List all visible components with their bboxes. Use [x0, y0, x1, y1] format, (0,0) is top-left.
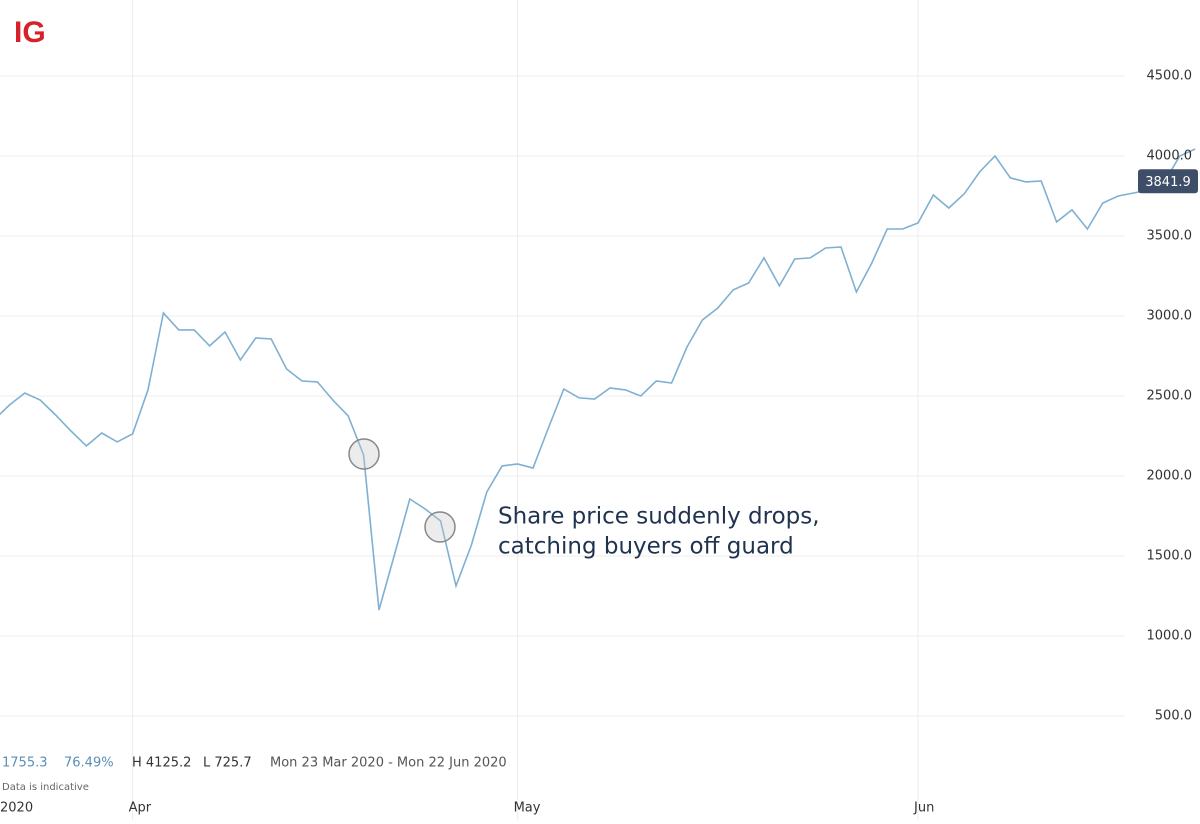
annotation: Share price suddenly drops,	[498, 504, 820, 530]
note: Data is indicative	[2, 782, 89, 793]
x-tick-label: May	[514, 801, 541, 816]
logo: IG	[14, 16, 46, 49]
last-value-box	[1138, 169, 1198, 194]
annotation: catching buyers off guard	[498, 534, 794, 560]
y-tick-label: 1000.0	[1147, 629, 1193, 644]
stat-change-pct: 76.49%	[64, 756, 114, 771]
price-line	[0, 148, 1196, 611]
x-tick-label: 2020	[0, 801, 33, 816]
y-tick-label: 2000.0	[1147, 469, 1193, 484]
highlight-circle	[424, 511, 456, 543]
stat-change: 1755.3	[2, 756, 48, 771]
plot	[0, 148, 1196, 611]
stat-high: H 4125.2	[132, 756, 191, 771]
stat-low: L 725.7	[203, 756, 252, 771]
y-tick-label: 2500.0	[1147, 389, 1193, 404]
grid	[0, 0, 1125, 820]
last-value-label: 3841.9	[1145, 175, 1191, 190]
y-tick-label: 3000.0	[1147, 309, 1193, 324]
y-tick-label: 4000.0	[1147, 149, 1193, 164]
y-tick-label: 4500.0	[1147, 69, 1193, 84]
y-tick-label: 1500.0	[1147, 549, 1193, 564]
highlight-circle	[348, 438, 380, 470]
x-tick-label: Jun	[913, 801, 934, 816]
stat-range: Mon 23 Mar 2020 - Mon 22 Jun 2020	[270, 756, 507, 771]
y-tick-label: 500.0	[1155, 709, 1192, 724]
axes: 500.0 1000.0 1500.0 2000.0 2500.0 3000.0 3500.…	[0, 69, 1198, 816]
y-tick-label: 3500.0	[1147, 229, 1193, 244]
x-tick-label: Apr	[129, 801, 152, 816]
